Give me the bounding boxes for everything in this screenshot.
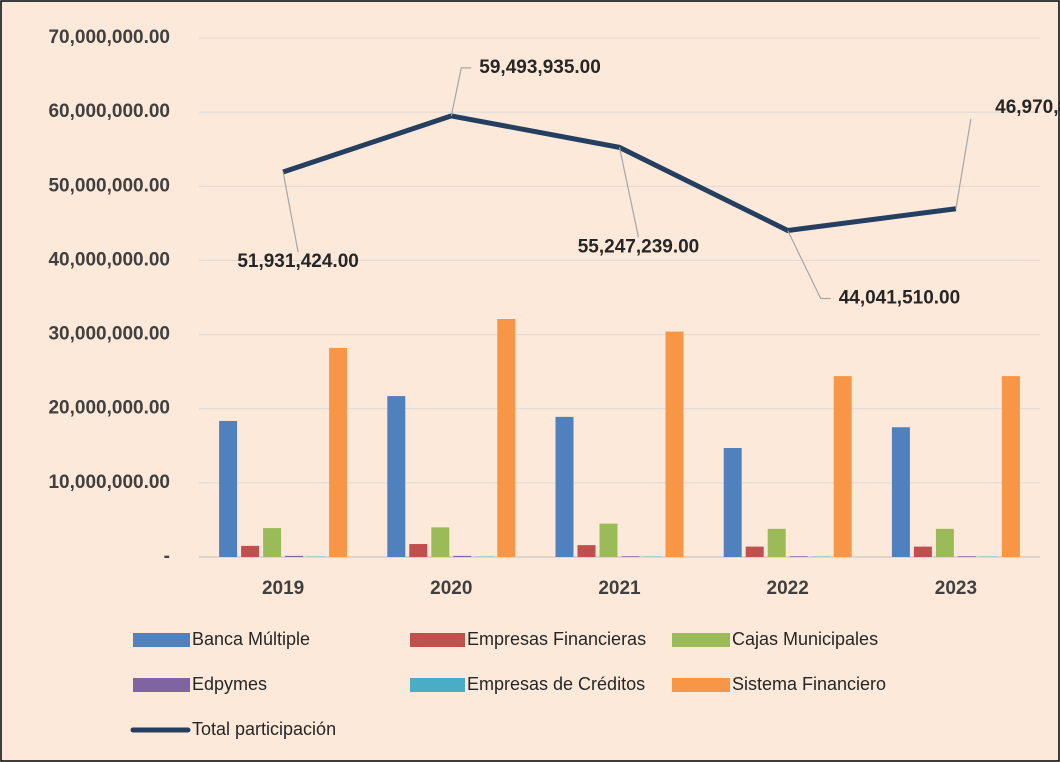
y-tick-label: 40,000,000.00 xyxy=(48,249,170,270)
leader-line xyxy=(787,230,831,300)
legend-label: Total participación xyxy=(192,719,336,739)
bar xyxy=(833,376,852,557)
legend-label: Cajas Municipales xyxy=(732,629,878,649)
bar xyxy=(387,396,406,557)
leader-line xyxy=(450,67,472,117)
bar xyxy=(555,416,574,557)
bar xyxy=(577,545,596,557)
data-label: 51,931,424.00 xyxy=(237,251,359,272)
bar xyxy=(957,556,976,557)
legend-swatch xyxy=(672,633,730,647)
y-tick-label: 50,000,000.00 xyxy=(48,175,170,196)
bar xyxy=(913,546,932,557)
y-tick-label: 60,000,000.00 xyxy=(48,101,170,122)
bar xyxy=(285,555,304,557)
y-tick-label: 10,000,000.00 xyxy=(48,472,170,493)
bar xyxy=(453,555,472,557)
legend-label: Empresas Financieras xyxy=(467,629,646,649)
legend-swatch xyxy=(410,633,465,647)
legend-label: Empresas de Créditos xyxy=(467,674,645,694)
x-tick-label: 2023 xyxy=(935,578,977,599)
data-label: 55,247,239.00 xyxy=(578,236,700,257)
bar xyxy=(935,528,954,557)
bar xyxy=(241,545,260,557)
line-series xyxy=(282,113,957,233)
leader-line xyxy=(955,118,972,209)
x-tick-label: 2021 xyxy=(598,578,641,599)
x-tick-label: 2020 xyxy=(430,578,472,599)
x-tick-label: 2019 xyxy=(262,578,304,599)
data-label: 46,970,860.00 xyxy=(995,97,1060,118)
bar xyxy=(497,319,516,557)
bar xyxy=(789,556,808,557)
y-tick-label: 30,000,000.00 xyxy=(48,324,170,345)
bar xyxy=(723,448,742,557)
bar xyxy=(745,546,764,557)
y-tick-label: 20,000,000.00 xyxy=(48,398,170,419)
legend-label: Edpymes xyxy=(192,674,267,694)
bar xyxy=(665,331,684,557)
legend-swatch xyxy=(133,678,190,692)
legend-label: Banca Múltiple xyxy=(192,629,310,649)
legend-swatch xyxy=(672,678,730,692)
bar xyxy=(621,556,640,557)
leader-line xyxy=(282,171,299,253)
bar xyxy=(409,544,428,557)
y-tick-label: 70,000,000.00 xyxy=(48,27,170,48)
bar xyxy=(767,528,786,557)
x-tick-label: 2022 xyxy=(767,578,809,599)
y-tick-label: - xyxy=(164,546,170,567)
data-label: 59,493,935.00 xyxy=(479,57,601,78)
bar xyxy=(431,527,450,557)
bar xyxy=(1001,376,1020,557)
legend-swatch xyxy=(133,633,190,647)
legend-label: Sistema Financiero xyxy=(732,674,886,694)
bar xyxy=(219,420,238,557)
leader-line xyxy=(618,147,640,238)
legend-swatch xyxy=(410,678,465,692)
bar xyxy=(329,347,348,557)
bar xyxy=(263,528,282,557)
bar xyxy=(599,523,618,557)
bar xyxy=(891,427,910,557)
data-label: 44,041,510.00 xyxy=(839,287,961,308)
